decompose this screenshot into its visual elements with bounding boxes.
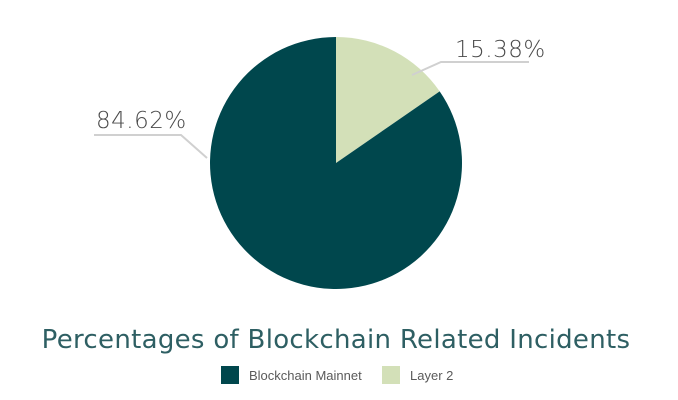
leader-lines <box>94 61 529 159</box>
chart-title: Percentages of Blockchain Related Incide… <box>42 325 631 355</box>
legend-swatch-layer-2 <box>382 366 400 384</box>
leader-line-layer-2 <box>411 61 529 76</box>
pie-slice-layer-2 <box>336 37 440 163</box>
legend-label-blockchain-mainnet: Blockchain Mainnet <box>249 368 362 383</box>
legend-swatch-blockchain-mainnet <box>221 366 239 384</box>
pie-slice-blockchain-mainnet <box>210 37 462 289</box>
legend: Blockchain Mainnet Layer 2 <box>221 366 453 384</box>
leader-line-blockchain-mainnet <box>94 134 208 159</box>
legend-label-layer-2: Layer 2 <box>410 368 453 383</box>
pie-slices <box>210 37 462 289</box>
data-label-layer-2: 15.38% <box>455 37 546 63</box>
data-label-blockchain-mainnet: 84.62% <box>96 108 187 134</box>
